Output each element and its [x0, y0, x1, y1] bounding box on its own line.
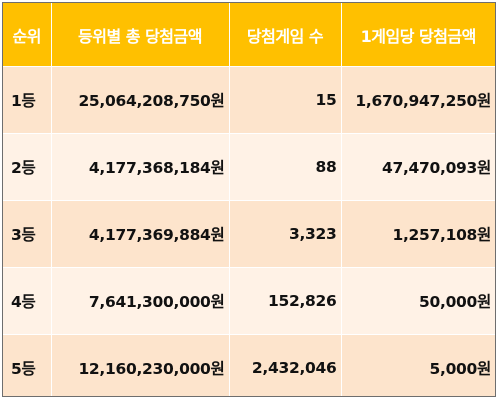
cell-rank: 4등	[3, 267, 52, 335]
prize-table: 순위 등위별 총 당첨금액 당첨게임 수 1게임당 당첨금액 1등 25,064…	[3, 3, 495, 396]
table-row: 1등 25,064,208,750원 15 1,670,947,250원	[3, 66, 495, 134]
cell-winning-games: 15	[229, 66, 342, 134]
cell-total-prize: 4,177,368,184원	[51, 133, 230, 201]
cell-rank: 1등	[3, 66, 52, 134]
table-row: 4등 7,641,300,000원 152,826 50,000원	[3, 267, 495, 335]
header-row: 순위 등위별 총 당첨금액 당첨게임 수 1게임당 당첨금액	[3, 3, 495, 67]
prize-table-frame: 순위 등위별 총 당첨금액 당첨게임 수 1게임당 당첨금액 1등 25,064…	[2, 2, 496, 397]
cell-total-prize: 7,641,300,000원	[51, 267, 230, 335]
cell-winning-games: 152,826	[229, 267, 342, 335]
cell-total-prize: 12,160,230,000원	[51, 334, 230, 396]
cell-prize-per-game: 1,257,108원	[341, 200, 495, 268]
header-rank: 순위	[3, 3, 52, 67]
table-row: 3등 4,177,369,884원 3,323 1,257,108원	[3, 200, 495, 268]
table-row: 5등 12,160,230,000원 2,432,046 5,000원	[3, 334, 495, 396]
header-winning-games: 당첨게임 수	[229, 3, 342, 67]
cell-winning-games: 88	[229, 133, 342, 201]
cell-rank: 2등	[3, 133, 52, 201]
table-body: 1등 25,064,208,750원 15 1,670,947,250원 2등 …	[3, 66, 495, 396]
cell-prize-per-game: 1,670,947,250원	[341, 66, 495, 134]
table-header: 순위 등위별 총 당첨금액 당첨게임 수 1게임당 당첨금액	[3, 3, 495, 67]
cell-prize-per-game: 47,470,093원	[341, 133, 495, 201]
table-row: 2등 4,177,368,184원 88 47,470,093원	[3, 133, 495, 201]
cell-prize-per-game: 50,000원	[341, 267, 495, 335]
cell-winning-games: 3,323	[229, 200, 342, 268]
cell-prize-per-game: 5,000원	[341, 334, 495, 396]
header-prize-per-game: 1게임당 당첨금액	[341, 3, 495, 67]
cell-rank: 3등	[3, 200, 52, 268]
header-total-prize: 등위별 총 당첨금액	[51, 3, 230, 67]
cell-total-prize: 4,177,369,884원	[51, 200, 230, 268]
cell-total-prize: 25,064,208,750원	[51, 66, 230, 134]
cell-winning-games: 2,432,046	[229, 334, 342, 396]
cell-rank: 5등	[3, 334, 52, 396]
